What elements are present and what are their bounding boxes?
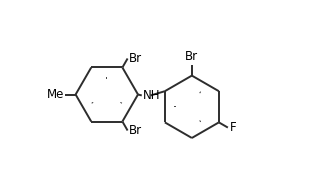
Text: NH: NH bbox=[143, 89, 160, 102]
Text: Br: Br bbox=[129, 124, 142, 137]
Text: F: F bbox=[229, 121, 236, 134]
Text: Br: Br bbox=[129, 52, 142, 65]
Text: Me: Me bbox=[47, 88, 64, 101]
Text: Br: Br bbox=[185, 50, 198, 63]
